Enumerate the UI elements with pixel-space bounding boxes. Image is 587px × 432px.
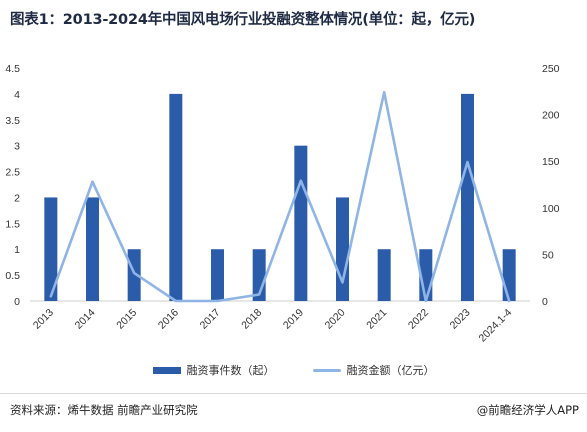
- y-left-tick-label: 0.5: [5, 270, 20, 282]
- bar: [336, 197, 349, 301]
- bar: [169, 93, 183, 301]
- y-left-tick-label: 4: [14, 89, 20, 101]
- y-left-tick-label: 1: [14, 244, 20, 256]
- brand-credit: @前瞻经济学人APP: [476, 403, 579, 417]
- right-axis-ticks: 0 50 100 150 200 250: [542, 63, 560, 308]
- y-right-tick-label: 150: [542, 156, 560, 168]
- x-tick-label: 2013: [31, 307, 56, 332]
- x-tick-label: 2014: [73, 307, 98, 332]
- bar: [502, 249, 516, 301]
- y-right-tick-label: 200: [542, 110, 560, 122]
- legend-line-label: 融资金额（亿元）: [346, 364, 435, 377]
- x-tick-label: 2019: [281, 307, 306, 332]
- x-tick-label: 2018: [239, 307, 264, 332]
- x-tick-label: 2024.1-4: [476, 307, 514, 345]
- y-left-tick-label: 0: [14, 296, 20, 308]
- bar: [127, 249, 141, 301]
- bar: [377, 249, 391, 301]
- legend-bar-label: 融资事件数（起）: [186, 364, 275, 377]
- bar: [461, 93, 474, 301]
- x-tick-label: 2023: [448, 307, 473, 332]
- source-note: 资料来源：烯牛数据 前瞻产业研究院: [10, 403, 198, 417]
- legend: 融资事件数（起） 融资金额（亿元）: [0, 362, 587, 378]
- y-left-tick-label: 2.5: [5, 167, 20, 179]
- x-tick-label: 2017: [198, 307, 223, 332]
- x-tick-label: 2020: [323, 307, 348, 332]
- footer-divider: [0, 393, 587, 394]
- legend-item-line: 融资金额（亿元）: [312, 362, 435, 378]
- y-left-tick-label: 3: [14, 141, 20, 153]
- y-left-tick-label: 3.5: [5, 115, 20, 127]
- bar-series: [44, 93, 516, 301]
- line-series: [49, 90, 511, 303]
- y-left-tick-label: 2: [14, 192, 20, 204]
- bar: [44, 197, 58, 301]
- legend-item-bar: 融资事件数（起）: [152, 362, 275, 378]
- combo-chart: 0 0.5 1 1.5 2 2.5 3 3.5 4 4.5 0 50 100 150 200 250 201…: [5, 63, 560, 345]
- x-tick-label: 2021: [364, 307, 389, 332]
- y-right-tick-label: 250: [542, 63, 560, 75]
- chart-title: 图表1：2013-2024年中国风电场行业投融资整体情况(单位：起，亿元): [10, 12, 476, 28]
- left-axis-ticks: 0 0.5 1 1.5 2 2.5 3 3.5 4 4.5: [5, 63, 20, 308]
- bar: [86, 197, 99, 301]
- x-tick-label: 2016: [156, 307, 181, 332]
- bar: [294, 145, 308, 301]
- legend-line-swatch: [312, 368, 341, 372]
- x-tick-label: 2015: [114, 307, 139, 332]
- y-right-tick-label: 0: [542, 296, 548, 308]
- bar: [211, 249, 224, 301]
- series-line: [49, 90, 511, 303]
- y-left-tick-label: 4.5: [5, 63, 20, 75]
- x-tick-label: 2022: [406, 307, 431, 332]
- y-right-tick-label: 100: [542, 203, 560, 215]
- y-right-tick-label: 50: [542, 249, 554, 261]
- x-axis-labels: 2013 2014 2015 2016 2017 2018 2019 2020 2021 2022…: [31, 307, 514, 345]
- legend-bar-swatch: [152, 366, 181, 374]
- y-left-tick-label: 1.5: [5, 218, 20, 230]
